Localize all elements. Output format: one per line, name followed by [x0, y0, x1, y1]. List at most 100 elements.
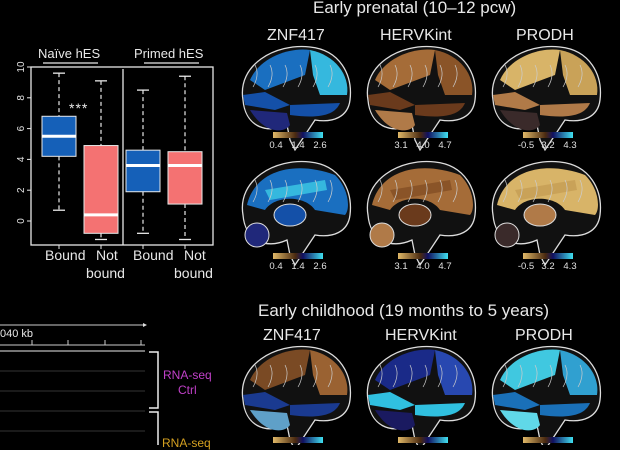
brain-lateral-hervkint [366, 45, 477, 152]
brain-region [560, 50, 598, 95]
sulcus-line [252, 179, 258, 203]
colorbar-lateral-1-tick-label: 3.1 [394, 140, 407, 151]
colorbar-lateral-0-tick-label: 1.4 [291, 140, 304, 151]
colorbar-medial-0-tick-label: 2.6 [313, 261, 326, 272]
colorbar-childhood-2 [523, 437, 573, 443]
sulcus-line [407, 179, 413, 203]
colorbar-lateral-2-tick-label: -0.5 [518, 140, 534, 151]
colorbar-medial-2 [523, 253, 573, 259]
y-tick-label: 8 [16, 95, 27, 101]
colorbar-lateral-1 [398, 132, 448, 138]
sulcus-line [282, 64, 288, 88]
brain-region [290, 103, 340, 117]
sulcus-line [452, 64, 458, 88]
brain-region [540, 403, 590, 417]
brain-medial-znf417 [241, 160, 352, 267]
x-label-4a: Not [184, 247, 206, 263]
sulcus-line [517, 364, 523, 388]
sulcus-line [252, 364, 258, 388]
gene-title-prodh: PRODH [516, 27, 574, 44]
sulcus-line [547, 64, 553, 88]
brain-region [435, 350, 473, 395]
colorbar-lateral-2 [523, 132, 573, 138]
brain-region-cerebellum [250, 410, 290, 431]
brain-region-thalamus [398, 203, 432, 227]
gene-title-hervkint: HERVKint [380, 27, 452, 44]
box [125, 149, 161, 193]
brain-region [540, 103, 590, 117]
colorbar-medial-1-tick-label: 3.1 [394, 261, 407, 272]
sulcus-line [297, 179, 303, 203]
sulcus-line [407, 64, 413, 88]
colorbar-childhood-0 [273, 437, 323, 443]
brain-region-cerebellum [500, 410, 540, 431]
sulcus-line [407, 364, 413, 388]
sulcus-line [577, 179, 583, 203]
brain-medial-prodh [491, 160, 602, 267]
gene-title-prodh-2: PRODH [515, 327, 573, 344]
brain-region [500, 49, 560, 90]
sulcus-line [577, 64, 583, 88]
gene-title-znf417: ZNF417 [267, 27, 325, 44]
sulcus-line [327, 64, 333, 88]
brain-region-cerebellum [244, 222, 270, 248]
colorbar-medial-2-tick-label: 4.3 [563, 261, 576, 272]
sulcus-line [517, 64, 523, 88]
sulcus-line [377, 64, 383, 88]
x-label-4b: bound [174, 265, 213, 281]
y-tick-label: 6 [16, 125, 27, 131]
brain-region [243, 92, 290, 110]
x-label-2b: bound [86, 265, 125, 281]
sulcus-line [392, 179, 398, 203]
brain-region [493, 92, 540, 110]
sulcus-line [392, 364, 398, 388]
sulcus-line [282, 364, 288, 388]
colorbar-medial-1-tick-label: 4.7 [438, 261, 451, 272]
genome-arrow-icon [143, 323, 147, 327]
sulcus-line [562, 179, 568, 203]
sulcus-line [547, 179, 553, 203]
brain-region [375, 349, 435, 390]
gene-title-znf417-2: ZNF417 [263, 327, 321, 344]
colorbar-lateral-2-tick-label: 4.3 [563, 140, 576, 151]
sulcus-line [517, 179, 523, 203]
genome-scale-label: 040 kb [0, 328, 34, 340]
colorbar-medial-0-tick-label: 0.4 [269, 261, 282, 272]
colorbar-medial-1-tick-label: 4.0 [416, 261, 429, 272]
brain-region [560, 350, 598, 395]
brain-region [290, 403, 340, 417]
brain-region [250, 349, 310, 390]
sulcus-line [327, 364, 333, 388]
sulcus-line [377, 179, 383, 203]
sulcus-line [452, 364, 458, 388]
brain-region [493, 392, 540, 410]
brain-region-cerebellum [375, 410, 415, 431]
sulcus-line [452, 179, 458, 203]
brain-medial-hervkint [366, 160, 477, 267]
track-label-ctrl-1: RNA-seq [163, 368, 212, 382]
brain-region [515, 180, 577, 200]
group-label-naive: Naïve hES [38, 46, 101, 61]
sulcus-line [562, 364, 568, 388]
colorbar-lateral-2-tick-label: 3.2 [541, 140, 554, 151]
sulcus-line [252, 64, 258, 88]
brain-region-cerebellum [500, 110, 540, 131]
brain-childhood-hervkint [366, 345, 477, 445]
sulcus-line [437, 64, 443, 88]
colorbar-medial-2-tick-label: 3.2 [541, 261, 554, 272]
brain-region-thalamus [273, 203, 307, 227]
sulcus-line [297, 364, 303, 388]
colorbar-lateral-0-tick-label: 2.6 [313, 140, 326, 151]
y-tick-label: 10 [16, 61, 27, 73]
bracket-2 [149, 411, 159, 445]
colorbar-medial-2-tick-label: -0.5 [518, 261, 534, 272]
sulcus-line [282, 179, 288, 203]
brain-region [368, 92, 415, 110]
brain-lateral-prodh [491, 45, 602, 152]
brain-region [375, 49, 435, 90]
track-label-ctrl-2: Ctrl [178, 383, 197, 397]
brain-region [250, 49, 310, 90]
sulcus-line [532, 64, 538, 88]
sulcus-line [502, 179, 508, 203]
